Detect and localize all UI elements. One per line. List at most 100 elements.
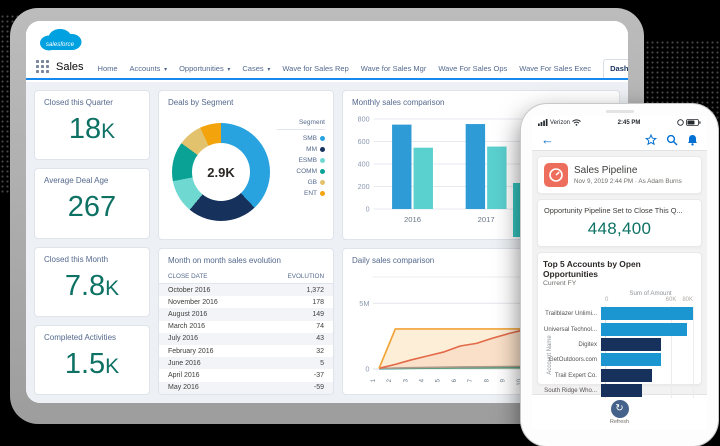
bar-track	[601, 322, 693, 336]
card-title: Deals by Segment	[168, 98, 234, 107]
table-row: July 2016 43	[159, 332, 333, 345]
table-row: April 2016 -37	[159, 369, 333, 381]
table-row: May 2016 -59	[159, 381, 333, 394]
bar-row-universal-technol: Universal Technol...	[543, 321, 696, 336]
pipeline-metric-value: 448,400	[587, 219, 652, 238]
table-cell: August 2016	[168, 310, 208, 318]
phone-speaker	[605, 110, 634, 113]
segment-donut-chart: 2.9K	[172, 123, 270, 221]
phone-dashboard-subtitle: Nov 9, 2019 2:44 PM · As Adam Burns	[574, 178, 682, 185]
card-title: Completed Activities	[44, 332, 117, 342]
tab-cases[interactable]: Cases ▾	[242, 63, 271, 73]
legend-items: SMB MM ESMB COMM GB ENT	[277, 133, 325, 199]
card-title: Monthly sales comparison	[352, 98, 445, 107]
battery-icon	[686, 119, 701, 126]
tab-dashboards[interactable]: Dashboards ▾	[603, 58, 628, 78]
svg-text:400: 400	[358, 162, 370, 169]
legend-item-gb: GB	[277, 177, 325, 188]
chevron-down-icon: ▾	[225, 66, 231, 73]
legend-title: Segment	[277, 119, 325, 130]
x-axis-title: Sum of Amount	[629, 290, 672, 297]
pipeline-metric-title: Opportunity Pipeline Set to Close This Q…	[544, 206, 683, 215]
table-row: August 2016 149	[159, 308, 333, 321]
bar-row-trailblazer-unlimi: Trailblazer Unlimi...	[543, 306, 696, 321]
favorite-star-icon[interactable]	[645, 133, 657, 146]
tab-wave-for-sales-rep[interactable]: Wave for Sales Rep	[282, 63, 349, 73]
svg-text:5: 5	[435, 378, 442, 382]
table-cell: October 2016	[168, 286, 211, 294]
svg-text:6: 6	[451, 378, 458, 382]
metric-card-closed-this-month: Closed this Month 7.8K	[34, 246, 150, 317]
legend-dot	[320, 147, 325, 152]
notifications-bell-icon[interactable]	[687, 134, 698, 146]
dashboard-icon	[544, 163, 568, 187]
svg-text:9: 9	[500, 378, 507, 382]
middle-column: Deals by Segment 2.9K Segment SMB MM ESMB C…	[158, 90, 334, 395]
svg-text:2: 2	[386, 378, 393, 382]
table-cell: May 2016	[168, 384, 199, 392]
legend-item-mm: MM	[277, 144, 325, 155]
x-axis-ticks: 0 60K 80K	[605, 297, 693, 306]
bar-row-digitex: Digitex	[543, 337, 696, 352]
table-cell: 32	[316, 347, 324, 355]
svg-text:3: 3	[402, 378, 409, 382]
tab-opportunities[interactable]: Opportunities ▾	[179, 63, 231, 73]
tab-accounts[interactable]: Accounts ▾	[129, 63, 168, 73]
card-title: Closed this Quarter	[44, 98, 113, 107]
nav-tabs: Home Accounts ▾ Opportunities ▾ Cases ▾ Wave…	[97, 58, 628, 78]
table-cell: 149	[312, 310, 324, 318]
tab-home[interactable]: Home	[97, 63, 118, 73]
table-cell: July 2016	[168, 335, 198, 343]
top5-title: Top 5 Accounts by Open Opportunities	[543, 259, 641, 279]
tab-wave-for-sales-ops[interactable]: Wave For Sales Ops	[438, 63, 508, 73]
tab-wave-for-sales-exec[interactable]: Wave For Sales Exec	[519, 63, 592, 73]
bar-label: South Ridge Who...	[544, 387, 597, 395]
app-name: Sales	[56, 60, 84, 73]
bar-track	[601, 307, 693, 321]
back-icon[interactable]: ←	[541, 132, 554, 147]
column-header-close-date[interactable]: CLOSE DATE	[159, 270, 256, 284]
bar-existing	[601, 337, 661, 351]
phone-status-bar: Verizon 2:45 PM	[532, 116, 707, 129]
bar-existing	[601, 368, 652, 382]
phone-dashboard-title: Sales Pipeline	[574, 165, 638, 176]
tab-wave-for-sales-mgr[interactable]: Wave for Sales Mgr	[360, 63, 427, 73]
table-row: October 2016 1,372	[159, 283, 333, 297]
table-cell: November 2016	[168, 298, 218, 306]
bar-row-south-ridge-who: South Ridge Who...	[543, 383, 696, 398]
app-launcher-icon[interactable]	[36, 60, 49, 73]
table-row: March 2016 74	[159, 321, 333, 333]
y-axis-title: Account Name	[547, 335, 553, 375]
legend-label: SMB	[302, 135, 317, 142]
svg-text:600: 600	[358, 139, 370, 146]
gauge-icon	[549, 168, 563, 182]
rotation-lock-icon	[677, 119, 684, 126]
metric-column: Closed this Quarter 18K Average Deal Age 26…	[34, 90, 150, 395]
phone-body: Sales Pipeline Nov 9, 2019 2:44 PM · As …	[532, 151, 707, 430]
metric-value: 267	[67, 191, 117, 224]
table-body: October 2016 1,372 November 2016 178 August …	[159, 283, 333, 394]
column-header-evolution[interactable]: EVOLUTION	[255, 270, 333, 284]
svg-text:800: 800	[358, 117, 370, 124]
metric-card-closed-this-quarter: Closed this Quarter 18K	[34, 90, 150, 161]
card-title: Daily sales comparison	[352, 256, 435, 265]
svg-text:200: 200	[358, 184, 370, 191]
table-cell: 5	[320, 359, 324, 367]
table-cell: June 2016	[168, 359, 201, 367]
table-row: November 2016 178	[159, 296, 333, 308]
table-cell: March 2016	[168, 323, 205, 331]
svg-text:0: 0	[366, 207, 370, 214]
search-icon[interactable]	[666, 134, 678, 146]
bar-label: Digitex	[578, 340, 597, 348]
bar-label: Trail Expert Co.	[554, 371, 597, 379]
sales-evolution-card: Month on month sales evolution CLOSE DAT…	[158, 248, 334, 395]
bar-track	[601, 353, 693, 367]
bar-label: Trailblazer Unlimi...	[545, 310, 597, 318]
refresh-label: Refresh	[609, 419, 630, 425]
legend-label: MM	[306, 146, 317, 153]
deals-by-segment-card: Deals by Segment 2.9K Segment SMB MM ESMB C…	[158, 90, 334, 240]
refresh-button[interactable]: ↻	[610, 400, 629, 418]
legend-dot	[320, 136, 325, 141]
legend-label: ENT	[304, 190, 317, 197]
table-cell: -59	[313, 384, 324, 392]
